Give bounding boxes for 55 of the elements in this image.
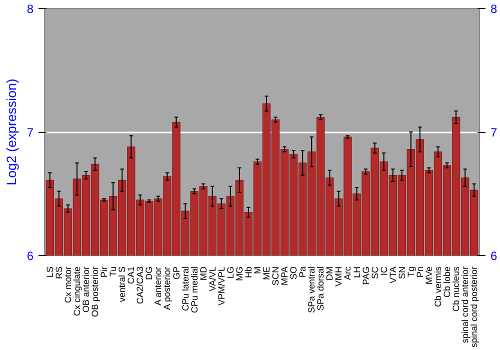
y-axis-title: Log2 (expression) xyxy=(4,78,19,186)
x-tick-label: spinal cord anterior xyxy=(460,266,470,344)
x-tick-label: SPa dorsal xyxy=(316,266,326,311)
x-tick-label: Cb nucleus xyxy=(451,266,462,312)
x-tick-label: LG xyxy=(225,266,236,279)
x-tick-label: Pn xyxy=(414,266,425,278)
x-tick-label: VMH xyxy=(334,266,344,286)
x-tick-label: OB anterior xyxy=(81,266,92,313)
x-tick-label: PAG xyxy=(360,266,371,285)
x-tick-label: Cx motor xyxy=(62,266,73,304)
x-tick-label: SO xyxy=(288,266,299,280)
x-tick-label: Arc xyxy=(342,266,353,280)
x-tick-label: A posterior xyxy=(162,266,172,310)
x-tick-label: DM xyxy=(324,266,335,280)
x-tick-label: SPa ventral xyxy=(306,266,317,314)
x-tick-label: Hb xyxy=(243,266,254,278)
x-tick-label: MG xyxy=(234,266,244,281)
x-tick-label: ventral S xyxy=(117,266,128,302)
x-tick-label: M xyxy=(252,266,262,274)
x-tick-label: IC xyxy=(378,266,389,276)
x-tick-label: Tg xyxy=(406,266,416,278)
x-tick-label: CA2/CA3 xyxy=(135,266,146,304)
x-tick-label: MD xyxy=(198,266,208,280)
x-tick-label: DG xyxy=(144,266,154,280)
y-tick-label: 6 xyxy=(26,249,34,263)
x-tick-label: Pa xyxy=(298,266,308,278)
x-tick-label: MPA xyxy=(280,266,290,286)
x-tick-label: Pir xyxy=(99,266,110,278)
x-tick-label: VA/VL xyxy=(207,266,218,292)
x-tick-label: VTA xyxy=(388,266,398,284)
x-tick-label: Cb lobe xyxy=(442,266,452,298)
x-tick-label: LH xyxy=(352,266,362,278)
x-tick-label: SCN xyxy=(270,266,281,286)
y-tick-label: 8 xyxy=(26,2,34,16)
x-tick-label: CPu lateral xyxy=(180,266,190,312)
x-tick-label: CA1 xyxy=(126,266,136,284)
x-tick-label: RS xyxy=(54,266,64,279)
x-tick-label: CPu medial xyxy=(189,266,200,314)
x-tick-label: A anterior xyxy=(153,266,164,306)
x-tick-label: SC xyxy=(370,266,380,279)
y2-tick-label: 7 xyxy=(490,126,498,140)
x-tick-label: OB posterior xyxy=(90,266,100,318)
x-tick-label: VPM/VPL xyxy=(216,266,226,306)
x-tick-label: Tu xyxy=(108,266,118,277)
x-tick-label: GP xyxy=(171,266,182,280)
x-tick-label: Cb vermis xyxy=(432,266,443,308)
x-tick-label: SN xyxy=(396,266,407,280)
y2-tick-label: 6 xyxy=(490,249,498,263)
x-tick-label: MVe xyxy=(424,266,434,285)
y-tick-label: 7 xyxy=(26,126,34,140)
x-tick-label: Cx cingulate xyxy=(72,266,82,316)
x-tick-label: ME xyxy=(262,266,272,280)
x-tick-label: LS xyxy=(44,266,55,278)
y2-tick-label: 8 xyxy=(490,2,498,16)
x-tick-label: spinal cord posterior xyxy=(469,266,480,348)
